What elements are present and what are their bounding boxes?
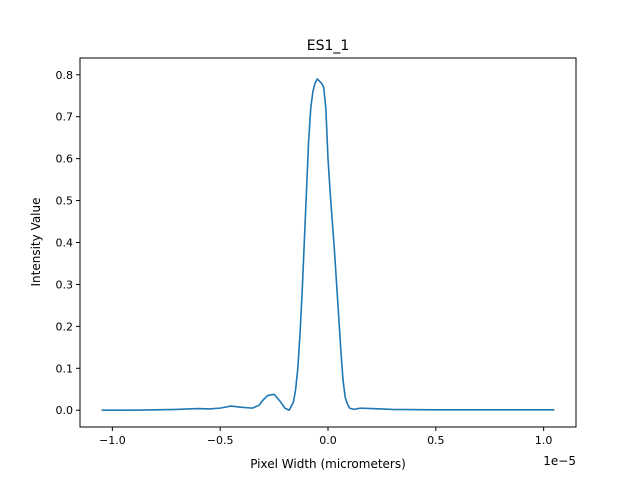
y-tick-label: 0.4 [56,237,74,250]
x-tick-label: 0.5 [427,434,445,447]
y-tick-label: 0.2 [56,320,74,333]
series-layer [101,78,555,412]
x-tick-label: 1.0 [535,434,553,447]
y-tick-label: 0.3 [56,278,74,291]
x-axis-label: Pixel Width (micrometers) [250,457,406,471]
chart-title: ES1_1 [307,38,350,54]
y-axis: 0.0 0.1 0.2 0.3 0.4 0.5 0.6 0.7 0.8 [56,69,80,417]
x-tick-label: −1.0 [99,434,126,447]
y-axis-label: Intensity Value [29,198,43,287]
y-tick-label: 0.0 [56,404,74,417]
y-tick-label: 0.1 [56,362,74,375]
x-tick-label: 0.0 [319,434,337,447]
x-offset-label: 1e−5 [543,454,576,468]
y-tick-label: 0.7 [56,111,74,124]
x-axis: −1.0 −0.5 0.0 0.5 1.0 [99,427,552,447]
y-tick-label: 0.5 [56,195,74,208]
y-tick-label: 0.8 [56,69,74,82]
y-tick-label: 0.6 [56,153,74,166]
series-line-0 [101,78,555,412]
x-tick-label: −0.5 [207,434,234,447]
